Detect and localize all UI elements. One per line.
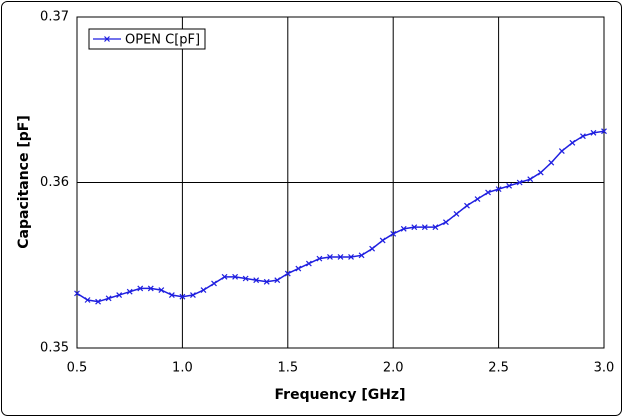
x-tick-label: 2.5 bbox=[488, 361, 509, 376]
legend-box bbox=[88, 28, 206, 50]
data-point bbox=[558, 148, 565, 154]
data-point bbox=[327, 254, 333, 260]
data-point bbox=[474, 196, 481, 202]
data-point bbox=[369, 245, 376, 252]
data-point bbox=[221, 273, 228, 280]
data-point bbox=[242, 275, 249, 282]
data-point bbox=[390, 230, 397, 237]
data-point bbox=[253, 277, 260, 284]
data-point bbox=[337, 254, 344, 260]
x-axis-label: Frequency [GHz] bbox=[275, 387, 406, 403]
data-point bbox=[358, 252, 365, 259]
data-point bbox=[200, 287, 207, 293]
data-point bbox=[579, 133, 586, 140]
data-point bbox=[263, 278, 270, 285]
data-point bbox=[158, 287, 165, 293]
data-point bbox=[348, 254, 354, 260]
y-tick-label: 0.37 bbox=[40, 10, 69, 25]
data-point bbox=[506, 182, 513, 189]
data-point bbox=[232, 273, 239, 280]
x-tick-label: 1.5 bbox=[277, 361, 298, 376]
data-point bbox=[274, 277, 281, 284]
data-point bbox=[168, 292, 175, 298]
data-point bbox=[590, 129, 597, 136]
y-tick-label: 0.35 bbox=[40, 341, 69, 356]
data-point bbox=[137, 285, 144, 292]
legend-label: OPEN C[pF] bbox=[125, 33, 200, 48]
y-axis-label: Capacitance [pF] bbox=[16, 115, 32, 248]
data-point bbox=[211, 280, 217, 287]
data-point bbox=[411, 224, 418, 231]
x-tick-label: 1.0 bbox=[172, 361, 193, 376]
data-point bbox=[495, 186, 502, 193]
data-point bbox=[485, 189, 491, 196]
data-point bbox=[284, 270, 291, 277]
data-point bbox=[190, 292, 196, 298]
data-point bbox=[432, 224, 439, 231]
data-point bbox=[400, 225, 407, 232]
data-point bbox=[516, 179, 523, 186]
data-point bbox=[116, 292, 123, 298]
data-point bbox=[126, 288, 133, 295]
x-tick-label: 0.5 bbox=[67, 361, 88, 376]
data-point bbox=[527, 176, 534, 183]
data-point bbox=[95, 298, 102, 305]
y-tick-label: 0.36 bbox=[40, 175, 69, 190]
data-point bbox=[464, 202, 470, 209]
data-point bbox=[569, 139, 576, 146]
data-point bbox=[105, 295, 112, 302]
data-point bbox=[74, 290, 80, 297]
data-point bbox=[84, 297, 91, 303]
data-point bbox=[147, 285, 154, 292]
data-point bbox=[453, 211, 460, 217]
data-point bbox=[379, 237, 386, 244]
data-point bbox=[305, 260, 312, 267]
legend-marker bbox=[104, 36, 110, 42]
data-point bbox=[179, 293, 186, 300]
data-point bbox=[548, 159, 555, 166]
data-point bbox=[295, 265, 302, 272]
data-point bbox=[601, 128, 607, 135]
data-point bbox=[316, 255, 323, 262]
x-tick-label: 3.0 bbox=[594, 361, 615, 376]
data-point bbox=[421, 224, 428, 231]
data-point bbox=[537, 169, 544, 176]
x-tick-label: 2.0 bbox=[383, 361, 404, 376]
data-point bbox=[442, 219, 449, 226]
